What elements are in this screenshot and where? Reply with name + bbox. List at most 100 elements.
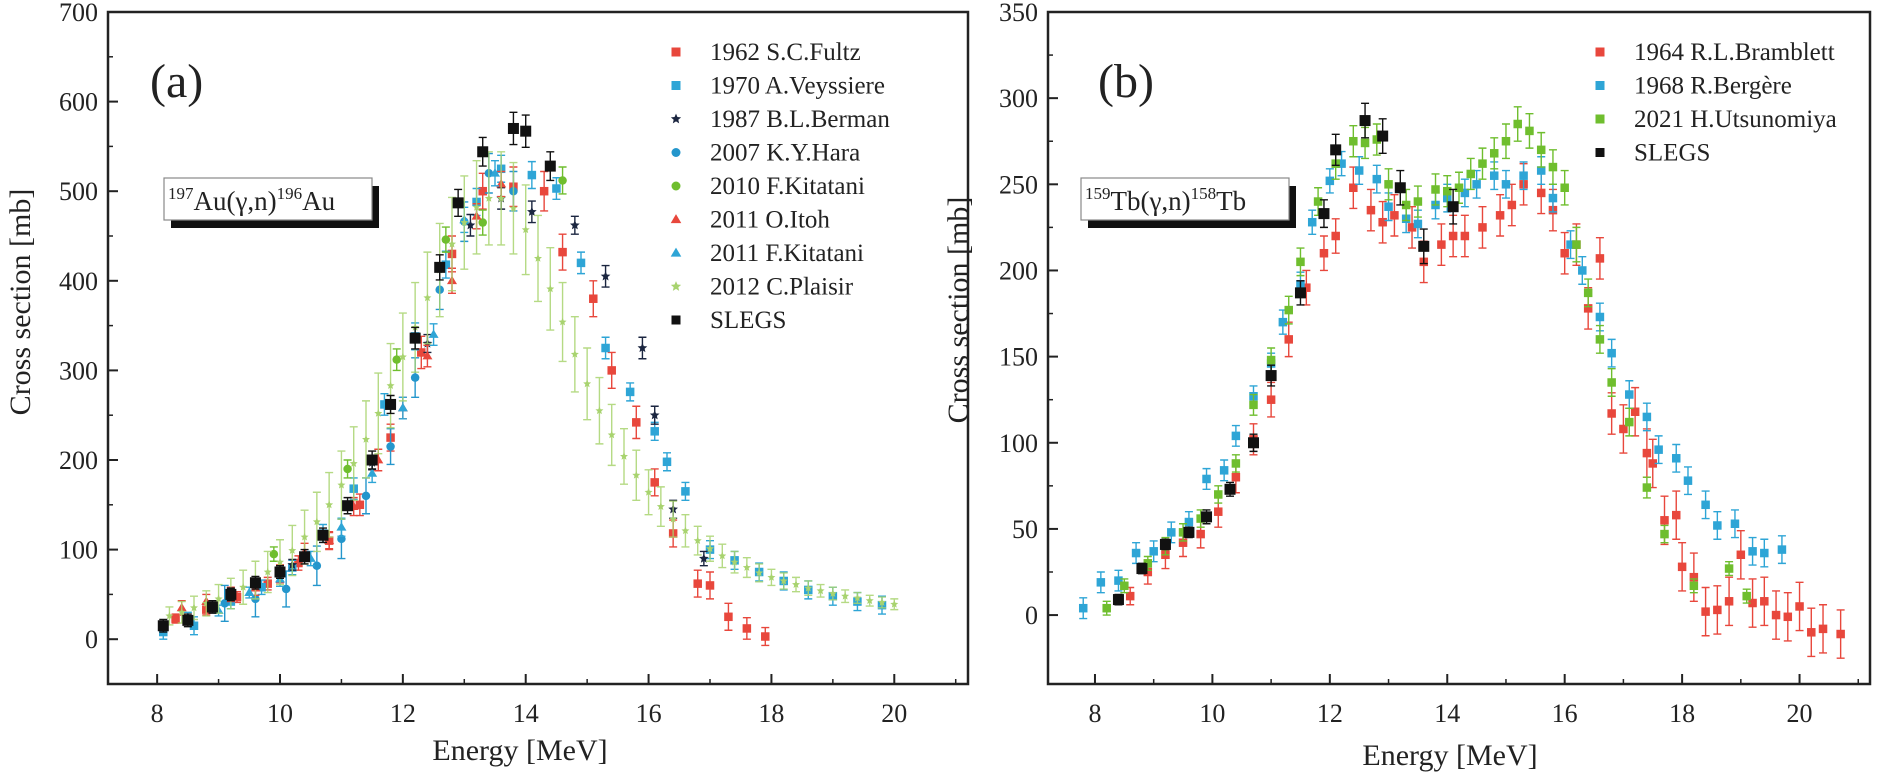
data-point [484,194,493,202]
data-point [460,218,469,226]
data-point [1196,529,1205,539]
y-tick-label: 200 [999,256,1038,285]
data-point [257,582,266,592]
legend-label: 2011 F.Kitatani [710,240,864,267]
panel-a-frame [106,10,970,686]
data-point [478,218,487,227]
y-tick-label: 300 [59,356,98,385]
legend-marker [1595,148,1605,157]
data-point [1642,448,1652,458]
legend-entry: SLEGS [1595,140,1710,167]
data-point [497,194,506,202]
data-point [742,624,752,633]
data-point [1431,185,1440,194]
data-point [1378,217,1387,227]
data-point [1284,305,1293,315]
data-point [546,284,555,293]
data-point [239,583,248,591]
data-point [448,239,456,248]
panel-b-reaction-box: 159Tb(γ,n)158Tb [1080,177,1296,228]
data-point [362,435,370,443]
legend-label: 2011 O.Itoh [710,207,830,234]
legend-marker [671,47,681,57]
x-tick-label: 8 [1088,699,1101,728]
series-slegs [157,111,556,633]
data-point [397,402,408,412]
data-point [1413,197,1423,206]
data-point [1078,603,1088,613]
data-point [1536,166,1546,175]
x-tick-label: 20 [1787,699,1813,728]
data-point [656,502,665,510]
data-point [1795,602,1804,611]
legend-label: 1968 R.Bergère [1634,73,1792,100]
data-point [472,203,481,211]
data-point [1201,511,1213,523]
data-point [325,500,334,509]
y-tick-label: 0 [85,625,98,654]
data-point [465,220,476,230]
data-point [1583,304,1593,313]
data-point [288,546,297,554]
data-point [828,589,837,597]
legend-entry: 1962 S.C.Fultz [671,39,861,66]
data-point [1671,454,1681,463]
data-point [865,596,874,605]
data-point [607,430,616,439]
data-point [1448,231,1458,241]
data-point [392,355,401,364]
data-point [490,168,500,177]
data-point [1248,437,1259,449]
data-point [1443,186,1452,196]
data-point [1654,445,1663,454]
x-tick-label: 12 [1317,699,1343,728]
data-point [244,587,255,596]
y-tick-label: 350 [999,0,1038,27]
legend-label: SLEGS [1634,140,1710,167]
data-point [1143,559,1153,568]
data-point [225,588,237,600]
series-2010-f-kitatani [269,166,567,562]
data-point [1536,188,1546,198]
data-point [1214,507,1223,516]
data-point [1366,205,1376,215]
panel-a-symbol-1: Au(γ,n) [194,186,277,216]
y-tick-label: 100 [59,536,98,565]
data-point [853,593,862,602]
data-point [1231,472,1241,482]
data-point [317,529,329,541]
data-point [755,568,764,577]
data-point [1760,548,1769,558]
y-tick-label: 0 [1025,601,1038,630]
data-point [1266,395,1276,404]
data-point [1513,119,1522,129]
data-point [1607,348,1616,358]
data-point [1683,476,1693,485]
data-point [299,551,311,563]
legend-entry: 2011 F.Kitatani [670,240,864,267]
data-point [544,160,556,172]
data-point [269,549,279,559]
data-point [779,576,788,585]
y-tick-label: 500 [59,177,98,206]
data-point [1460,231,1470,241]
legend-entry: SLEGS [671,307,786,334]
data-point [1771,610,1781,620]
data-point [274,566,286,578]
data-point [1519,171,1528,180]
data-point [507,122,519,134]
data-point [300,532,309,541]
data-point [693,579,702,588]
data-point [595,406,604,415]
series-2021-h-utsunomiya [1102,106,1751,616]
data-point [1413,219,1423,229]
data-point [337,480,346,489]
data-point [1331,231,1340,241]
data-point [1319,248,1329,258]
data-point [1566,240,1575,249]
data-point [644,488,653,496]
data-point [1394,182,1406,194]
